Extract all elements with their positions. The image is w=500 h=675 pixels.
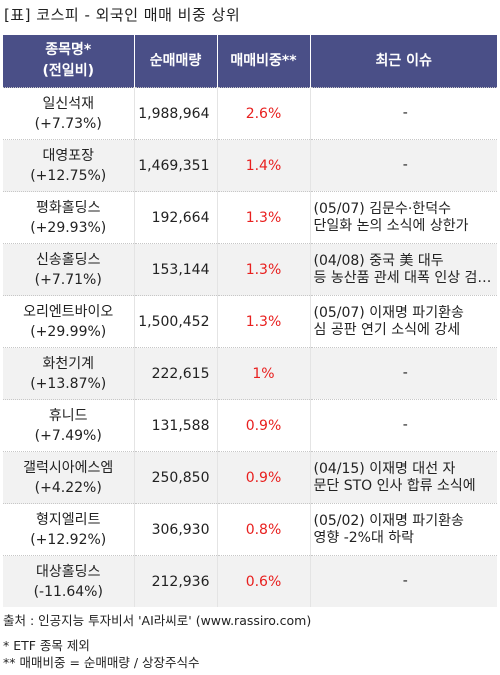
trade-ratio: 0.9% — [216, 399, 310, 452]
stock-change: (+13.87%) — [30, 375, 107, 392]
footnote-etf: * ETF 종목 제외 — [3, 638, 90, 653]
stock-change: (+29.99%) — [30, 323, 107, 340]
issue-line: (04/08) 중국 美 대두 — [313, 252, 444, 269]
issue-line: - — [402, 105, 408, 121]
stock-cell: 형지엘리트 (+12.92%) — [3, 503, 134, 556]
stock-name: 신송홀딩스 — [36, 251, 101, 268]
trade-ratio: 0.8% — [216, 503, 310, 556]
net-volume: 1,500,452 — [133, 295, 217, 348]
table-row: 갤럭시아에스엠 (+4.22%) 250,850 0.9% (04/15) 이재명 대선… — [3, 451, 497, 504]
trade-ratio: 0.9% — [216, 451, 310, 504]
table-body: 일신석재 (+7.73%) 1,988,964 2.6% - 대영포장 (+12.75%) 1… — [3, 87, 497, 607]
stock-name: 갤럭시아에스엠 — [23, 459, 114, 476]
table-row: 평화홀딩스 (+29.93%) 192,664 1.3% (05/07) 김문수·한덕수… — [3, 191, 497, 244]
recent-issue: - — [309, 87, 497, 140]
issue-line: (05/07) 김문수·한덕수 — [313, 200, 451, 217]
issue-line: - — [402, 157, 408, 173]
table-row: 대영포장 (+12.75%) 1,469,351 1.4% - — [3, 139, 497, 192]
net-volume: 212,936 — [133, 555, 217, 607]
stock-cell: 휴니드 (+7.49%) — [3, 399, 134, 452]
stock-change: (+7.71%) — [34, 271, 102, 288]
issue-line: 단일화 논의 소식에 상한가 — [313, 217, 469, 234]
issue-line: - — [402, 573, 408, 589]
recent-issue: - — [309, 347, 497, 400]
table-row: 일신석재 (+7.73%) 1,988,964 2.6% - — [3, 87, 497, 140]
issue-line: 영향 -2%대 하락 — [313, 529, 415, 546]
issue-line: 심 공판 연기 소식에 강세 — [313, 321, 461, 338]
stock-change: (+12.92%) — [30, 531, 107, 548]
stock-name: 일신석재 — [42, 95, 95, 112]
trade-ratio: 2.6% — [216, 87, 310, 140]
recent-issue: (05/07) 이재명 파기환송 심 공판 연기 소식에 강세 — [309, 295, 497, 348]
recent-issue: - — [309, 139, 497, 192]
recent-issue: - — [309, 555, 497, 607]
col-header-volume: 순매매량 — [133, 35, 217, 88]
net-volume: 1,988,964 — [133, 87, 217, 140]
stock-cell: 대영포장 (+12.75%) — [3, 139, 134, 192]
stock-name: 평화홀딩스 — [36, 199, 101, 216]
col-header-issue: 최근 이슈 — [309, 35, 497, 88]
footnote-ratio: ** 매매비중 = 순매매량 / 상장주식수 — [3, 655, 200, 670]
source-note: 출처 : 인공지능 투자비서 'AI라씨로' (www.rassiro.com) — [3, 613, 312, 628]
table-header-row: 종목명* (전일비) 순매매량 매매비중** 최근 이슈 — [3, 35, 497, 88]
recent-issue: (04/15) 이재명 대선 자 문단 STO 인사 합류 소식에 — [309, 451, 497, 504]
table-row: 화천기계 (+13.87%) 222,615 1% - — [3, 347, 497, 400]
page-title: [표] 코스피 - 외국인 매매 비중 상위 — [4, 6, 241, 24]
issue-line: - — [402, 417, 408, 433]
recent-issue: (05/07) 김문수·한덕수 단일화 논의 소식에 상한가 — [309, 191, 497, 244]
net-volume: 1,469,351 — [133, 139, 217, 192]
stock-change: (+7.73%) — [34, 115, 102, 132]
table-row: 형지엘리트 (+12.92%) 306,930 0.8% (05/02) 이재명 파기환… — [3, 503, 497, 556]
issue-line: (05/07) 이재명 파기환송 — [313, 304, 464, 321]
table-row: 대상홀딩스 (-11.64%) 212,936 0.6% - — [3, 555, 497, 607]
col-header-name-line2: (전일비) — [42, 63, 94, 79]
stock-cell: 오리엔트바이오 (+29.99%) — [3, 295, 134, 348]
trade-ratio: 0.6% — [216, 555, 310, 607]
trade-ratio: 1% — [216, 347, 310, 400]
issue-line: 등 농산품 관세 대폭 인상 검… — [313, 269, 492, 286]
stock-name: 대상홀딩스 — [36, 563, 101, 580]
trade-ratio: 1.3% — [216, 295, 310, 348]
net-volume: 131,588 — [133, 399, 217, 452]
issue-line: 문단 STO 인사 합류 소식에 — [313, 477, 476, 494]
trade-ratio: 1.4% — [216, 139, 310, 192]
trade-ratio: 1.3% — [216, 191, 310, 244]
net-volume: 192,664 — [133, 191, 217, 244]
col-header-ratio: 매매비중** — [216, 35, 310, 88]
table-row: 오리엔트바이오 (+29.99%) 1,500,452 1.3% (05/07) 이재명… — [3, 295, 497, 348]
issue-line: (04/15) 이재명 대선 자 — [313, 460, 456, 477]
stock-cell: 갤럭시아에스엠 (+4.22%) — [3, 451, 134, 504]
issue-line: - — [402, 365, 408, 381]
table-row: 신송홀딩스 (+7.71%) 153,144 1.3% (04/08) 중국 美 대두 등… — [3, 243, 497, 296]
stock-cell: 평화홀딩스 (+29.93%) — [3, 191, 134, 244]
ranking-table: 종목명* (전일비) 순매매량 매매비중** 최근 이슈 일신석재 (+7.73%… — [3, 35, 497, 607]
recent-issue: - — [309, 399, 497, 452]
table-row: 휴니드 (+7.49%) 131,588 0.9% - — [3, 399, 497, 452]
stock-name: 휴니드 — [48, 407, 88, 424]
stock-name: 오리엔트바이오 — [23, 303, 114, 320]
stock-change: (+7.49%) — [34, 427, 102, 444]
stock-name: 화천기계 — [42, 355, 95, 372]
col-header-name: 종목명* (전일비) — [3, 35, 134, 88]
recent-issue: (05/02) 이재명 파기환송 영향 -2%대 하락 — [309, 503, 497, 556]
stock-change: (+29.93%) — [30, 219, 107, 236]
stock-cell: 대상홀딩스 (-11.64%) — [3, 555, 134, 607]
trade-ratio: 1.3% — [216, 243, 310, 296]
stock-change: (+12.75%) — [30, 167, 107, 184]
net-volume: 250,850 — [133, 451, 217, 504]
stock-cell: 신송홀딩스 (+7.71%) — [3, 243, 134, 296]
issue-line: (05/02) 이재명 파기환송 — [313, 512, 464, 529]
recent-issue: (04/08) 중국 美 대두 등 농산품 관세 대폭 인상 검… — [309, 243, 497, 296]
stock-name: 형지엘리트 — [36, 511, 101, 528]
stock-cell: 화천기계 (+13.87%) — [3, 347, 134, 400]
net-volume: 222,615 — [133, 347, 217, 400]
stock-name: 대영포장 — [42, 147, 95, 164]
net-volume: 153,144 — [133, 243, 217, 296]
stock-change: (+4.22%) — [34, 479, 102, 496]
stock-change: (-11.64%) — [33, 583, 103, 600]
col-header-name-line1: 종목명* — [45, 42, 92, 58]
net-volume: 306,930 — [133, 503, 217, 556]
stock-cell: 일신석재 (+7.73%) — [3, 87, 134, 140]
